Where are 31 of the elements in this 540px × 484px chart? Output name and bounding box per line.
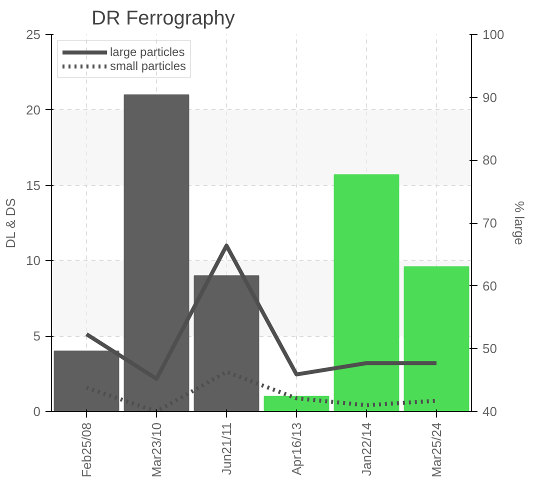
y-tick-label: 10 xyxy=(26,253,41,268)
y2-axis-title: % large xyxy=(512,200,528,246)
bar xyxy=(54,350,120,412)
y-tick-label: 25 xyxy=(26,27,41,42)
x-tick-label: Jan22/14 xyxy=(359,422,374,476)
y2-tick-label: 80 xyxy=(482,152,497,168)
x-tick-label: Jun21/11 xyxy=(219,422,234,476)
y2-tick-label: 100 xyxy=(482,27,504,42)
y-axis-title: DL & DS xyxy=(3,198,18,248)
bar xyxy=(194,275,260,412)
x-tick-label: Feb25/08 xyxy=(79,422,94,478)
y2-tick-label: 40 xyxy=(482,404,497,419)
legend-label: large particles xyxy=(110,45,185,59)
y2-tick-label: 90 xyxy=(482,90,497,105)
bar xyxy=(404,266,470,412)
x-tick-label: Mar23/10 xyxy=(149,422,164,478)
y-tick-label: 20 xyxy=(26,102,41,118)
y2-tick-label: 50 xyxy=(482,341,497,356)
y2-tick-label: 60 xyxy=(482,278,497,294)
legend-label: small particles xyxy=(110,59,186,73)
y-tick-label: 0 xyxy=(33,404,41,419)
y-tick-label: 5 xyxy=(33,328,41,344)
y-tick-label: 15 xyxy=(26,178,41,193)
y2-tick-label: 70 xyxy=(482,216,497,230)
bar xyxy=(124,94,190,412)
x-tick-label: Mar25/24 xyxy=(429,422,444,478)
chart-title: DR Ferrography xyxy=(92,8,235,30)
bar xyxy=(264,396,330,412)
bar xyxy=(334,174,400,412)
x-tick-label: Apr16/13 xyxy=(289,422,304,476)
line-series xyxy=(84,244,438,381)
